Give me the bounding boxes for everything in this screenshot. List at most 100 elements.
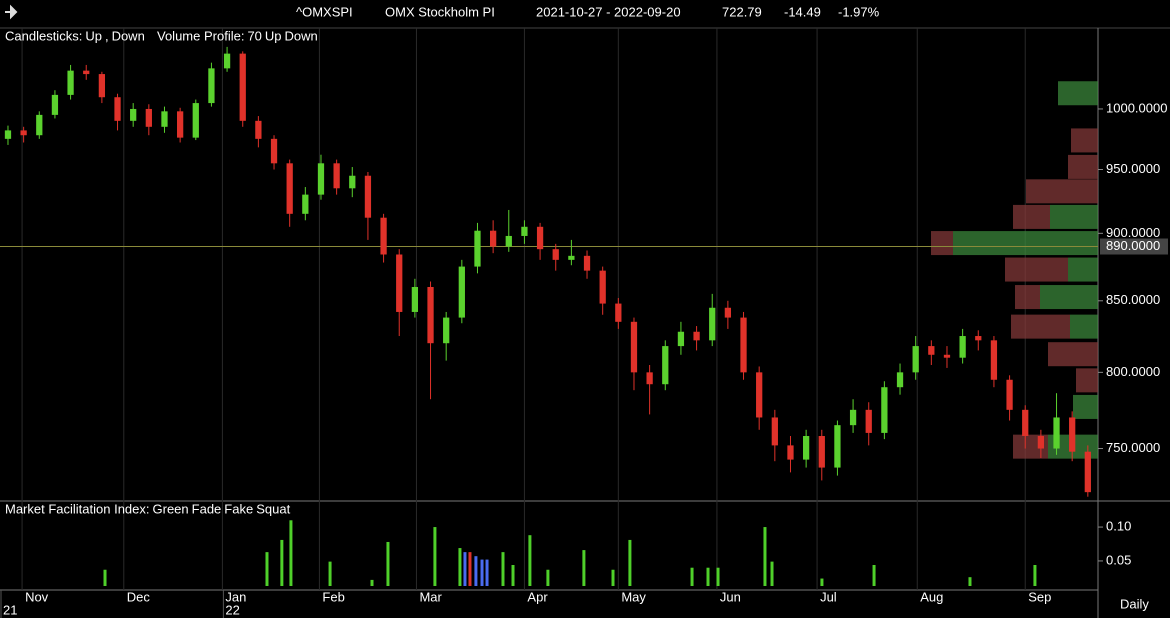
candle-body <box>771 417 778 446</box>
mfi-bar <box>328 561 332 586</box>
candle-body <box>1006 379 1013 410</box>
candle-body <box>36 114 43 136</box>
x-tick-label: Sep <box>1028 589 1051 604</box>
candle-body <box>67 70 74 95</box>
candle-body <box>458 266 465 318</box>
mfi-bar <box>370 579 374 586</box>
candle-body <box>849 409 857 426</box>
candle-body <box>396 254 403 312</box>
mfi-bar <box>511 565 515 586</box>
candle-body <box>302 194 309 214</box>
candle-body <box>599 270 606 304</box>
mfi-title: Market Facilitation Index: <box>5 501 150 516</box>
candle-body <box>130 108 137 121</box>
mfi-bar <box>458 548 462 586</box>
last-price: 722.79 <box>722 4 762 19</box>
candle-body <box>662 346 669 385</box>
volume-profile-title: Volume Profile: <box>157 28 244 43</box>
mfi-legend: Fade <box>192 501 222 516</box>
instrument-name: OMX Stockholm PI <box>385 4 495 19</box>
mfi-bar <box>501 552 505 586</box>
mfi-bar <box>716 567 720 586</box>
candle-body <box>177 111 184 138</box>
mfi-bar <box>528 535 532 586</box>
candle-body <box>1069 417 1076 452</box>
year-label: 22 <box>225 602 239 617</box>
candle-body <box>20 130 27 136</box>
mfi-bar <box>480 559 484 586</box>
menu-arrow[interactable] <box>5 4 18 20</box>
volume-down <box>1068 154 1098 179</box>
volume-down <box>1048 342 1098 367</box>
mfi-bar <box>546 569 550 586</box>
change: -14.49 <box>784 4 821 19</box>
mfi-bar <box>763 527 767 586</box>
candle-body <box>583 255 591 271</box>
candle-body <box>521 226 528 236</box>
mfi-bar <box>433 527 437 586</box>
mfi-legend: Squat <box>256 501 290 516</box>
volume-down <box>1011 314 1070 339</box>
volume-down <box>1013 204 1050 229</box>
mfi-bar <box>1033 565 1037 586</box>
candle-body <box>489 230 497 247</box>
interval[interactable]: Daily <box>1120 596 1149 611</box>
candle-body <box>881 387 888 433</box>
candle-body <box>740 317 747 373</box>
x-tick-label: May <box>621 589 646 604</box>
candle-body <box>255 120 262 139</box>
volume-down <box>1026 179 1098 204</box>
candle-body <box>1022 409 1029 437</box>
mfi-bar <box>872 565 876 586</box>
x-tick-label: Mar <box>419 589 442 604</box>
year-label: 21 <box>3 602 17 617</box>
volume-down-label: Down <box>285 28 318 43</box>
volume-up-label: Up <box>265 28 282 43</box>
candle-body <box>615 303 622 322</box>
x-tick-label: Jun <box>720 589 741 604</box>
symbol: ^OMXSPI <box>296 4 353 19</box>
price-line-label: 890.0000 <box>1106 238 1160 253</box>
mfi-bar <box>485 559 489 586</box>
mfi-legend: Fake <box>224 501 253 516</box>
candle-body <box>630 321 638 373</box>
candle-body <box>286 163 293 214</box>
candle-body <box>1037 436 1045 449</box>
candle-body <box>568 255 575 260</box>
candle-body <box>349 175 356 189</box>
candle-body <box>333 163 340 189</box>
candle-body <box>693 331 700 341</box>
candle-body <box>756 372 763 418</box>
mfi-bar <box>265 552 269 586</box>
date-range: 2021-10-27 - 2022-09-20 <box>536 4 681 19</box>
candle-body <box>270 138 278 164</box>
legend-title: Candlesticks: <box>5 28 82 43</box>
x-tick-label: Jan <box>225 589 246 604</box>
candle-body <box>364 175 372 218</box>
candle-body <box>223 53 231 69</box>
candle-body <box>192 103 199 138</box>
candle-body <box>208 68 215 104</box>
mfi-bar <box>582 550 586 586</box>
candle-body <box>427 286 434 344</box>
y-tick-label: 1000.0000 <box>1106 100 1167 115</box>
legend-down: Down <box>112 28 145 43</box>
mfi-bar <box>611 569 615 586</box>
candle-body <box>865 409 872 433</box>
candle-body <box>552 249 559 260</box>
candle-body <box>474 230 481 267</box>
candle-body <box>505 235 512 247</box>
legend-separator: , <box>105 28 109 43</box>
candle-body <box>834 425 841 468</box>
mfi-bar <box>820 578 824 586</box>
candle-body <box>1084 451 1091 493</box>
candle-body <box>380 217 387 255</box>
x-tick-label: Jul <box>820 589 837 604</box>
mfi-bar <box>474 556 478 586</box>
candle-body <box>98 74 106 98</box>
candle-body <box>51 94 59 115</box>
volume-up <box>1040 285 1098 310</box>
